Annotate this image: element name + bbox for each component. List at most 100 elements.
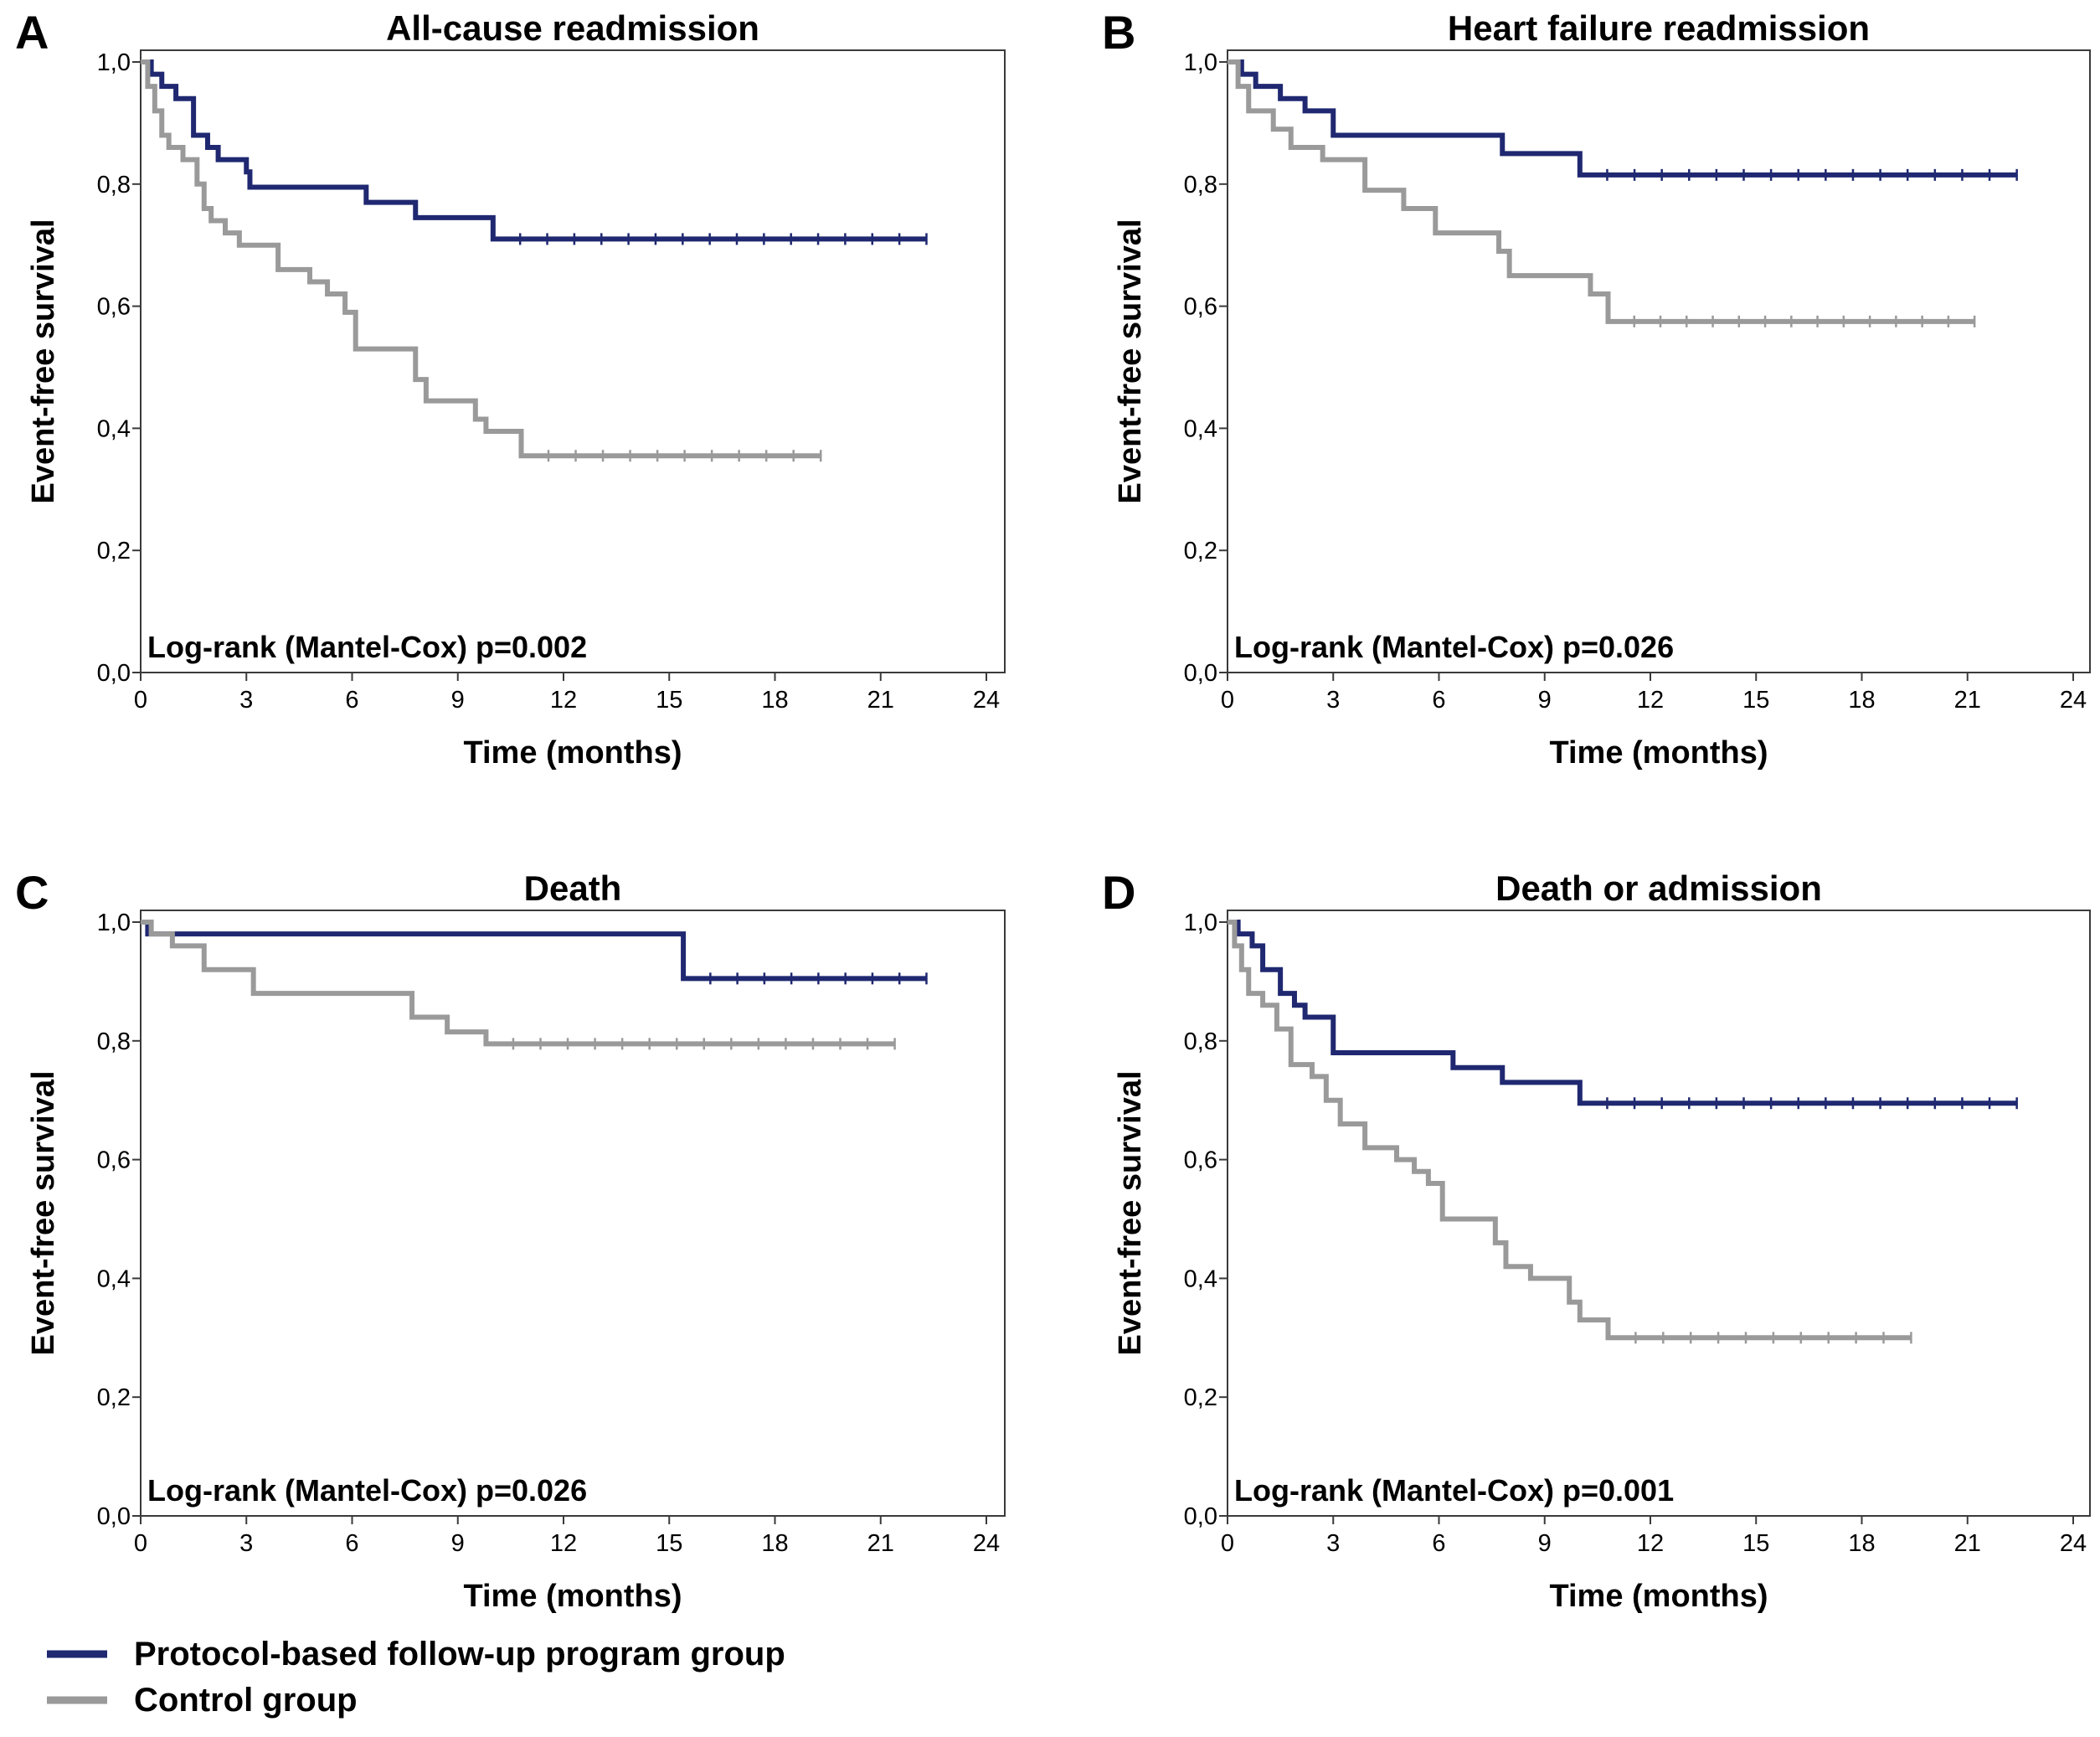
x-tick-label: 21 xyxy=(867,687,894,714)
x-tick-label: 21 xyxy=(1954,687,1981,714)
x-tick-label: 0 xyxy=(134,687,147,714)
x-tick-label: 12 xyxy=(1637,1530,1664,1557)
x-tick-label: 9 xyxy=(1538,687,1552,714)
y-tick-label: 0,6 xyxy=(1184,1147,1217,1174)
y-tick-label: 0,2 xyxy=(1184,1384,1217,1411)
y-tick-label: 0,8 xyxy=(97,172,131,198)
panel-b: B Heart failure readmission 0,0 0,2 0,4 0,6 0,… xyxy=(1102,6,2091,771)
x-tick-label: 3 xyxy=(239,687,253,714)
plot-frame xyxy=(140,49,1006,673)
x-axis-title: Time (months) xyxy=(1549,1579,1768,1614)
x-tick-label: 3 xyxy=(1326,687,1340,714)
y-tick-label: 1,0 xyxy=(97,49,131,76)
y-tick-label: 0,4 xyxy=(1184,1265,1217,1292)
y-tick-label: 0,2 xyxy=(97,538,131,564)
km-curve-protocol xyxy=(141,59,927,242)
x-tick-label: 24 xyxy=(2060,687,2087,714)
logrank-annotation: Log-rank (Mantel-Cox) p=0.001 xyxy=(1234,1473,1674,1508)
plot-frame xyxy=(1227,49,2091,673)
x-tick-label: 12 xyxy=(550,1530,577,1557)
panel-letter: D xyxy=(1102,866,1135,919)
x-tick-label: 12 xyxy=(550,687,577,714)
y-tick-label: 0,4 xyxy=(97,415,131,442)
y-tick-label: 0,2 xyxy=(1184,538,1217,564)
chart-title: Death or admission xyxy=(1495,868,1822,908)
panel-d: D Death or admission 0,0 0,2 0,4 0,6 0,8 1,0 0 3 6… xyxy=(1102,866,2091,1614)
km-curve-protocol xyxy=(1228,920,2017,1106)
panel-c: C Death 0,0 0,2 0,4 0,6 0,8 1,0 0 3 6 9 12 15 18 21 24 Ti… xyxy=(15,866,1006,1614)
y-tick-label: 1,0 xyxy=(1184,910,1217,936)
y-tick-label: 0,2 xyxy=(97,1384,131,1411)
x-tick-label: 0 xyxy=(134,1530,147,1557)
x-tick-label: 15 xyxy=(656,1530,682,1557)
km-curve-control xyxy=(141,920,895,1047)
logrank-annotation: Log-rank (Mantel-Cox) p=0.026 xyxy=(1234,630,1674,664)
y-axis-title: Event-free survival xyxy=(26,1070,61,1355)
y-axis-title: Event-free survival xyxy=(1113,219,1148,503)
x-tick-label: 15 xyxy=(1742,1530,1769,1557)
x-tick-label: 3 xyxy=(1326,1530,1340,1557)
y-tick-label: 0,8 xyxy=(1184,1028,1217,1055)
logrank-annotation: Log-rank (Mantel-Cox) p=0.026 xyxy=(147,1473,587,1508)
x-tick-label: 0 xyxy=(1221,1530,1234,1557)
x-tick-label: 9 xyxy=(451,1530,465,1557)
x-tick-label: 18 xyxy=(1848,687,1875,714)
panel-a: A All-cause readmission 0,0 0,2 0,4 0,6 0,8 1,0… xyxy=(15,6,1006,771)
legend-label-control: Control group xyxy=(134,1682,358,1719)
x-tick-label: 21 xyxy=(867,1530,894,1557)
x-tick-label: 3 xyxy=(239,1530,253,1557)
x-tick-label: 0 xyxy=(1221,687,1234,714)
y-tick-label: 0,8 xyxy=(1184,172,1217,198)
km-curve-control xyxy=(1228,920,1912,1341)
x-tick-label: 6 xyxy=(1432,687,1445,714)
x-tick-label: 18 xyxy=(1848,1530,1875,1557)
y-tick-label: 0,4 xyxy=(1184,415,1217,442)
x-axis-title: Time (months) xyxy=(463,1579,682,1614)
x-tick-label: 24 xyxy=(973,687,1000,714)
legend-label-protocol: Protocol-based follow-up program group xyxy=(134,1636,785,1673)
y-tick-label: 0,0 xyxy=(1184,660,1217,687)
plot-frame xyxy=(1227,910,2091,1517)
y-tick-label: 0,0 xyxy=(97,660,131,687)
y-tick-label: 0,8 xyxy=(97,1028,131,1055)
x-tick-label: 9 xyxy=(451,687,465,714)
x-tick-label: 6 xyxy=(345,1530,358,1557)
logrank-annotation: Log-rank (Mantel-Cox) p=0.002 xyxy=(147,630,587,664)
x-tick-label: 21 xyxy=(1954,1530,1981,1557)
y-tick-label: 0,6 xyxy=(97,294,131,321)
y-tick-label: 0,0 xyxy=(97,1503,131,1530)
x-axis-title: Time (months) xyxy=(1549,735,1768,771)
x-tick-label: 6 xyxy=(1432,1530,1445,1557)
x-tick-label: 9 xyxy=(1538,1530,1552,1557)
chart-title: Heart failure readmission xyxy=(1448,8,1870,48)
legend: Protocol-based follow-up program group Co… xyxy=(47,1636,785,1719)
x-tick-label: 12 xyxy=(1637,687,1664,714)
km-curve-protocol xyxy=(141,920,927,982)
y-tick-label: 0,4 xyxy=(97,1265,131,1292)
km-curve-protocol xyxy=(1228,59,2017,178)
plot-frame xyxy=(140,910,1006,1517)
x-tick-label: 18 xyxy=(761,687,788,714)
x-tick-label: 15 xyxy=(656,687,682,714)
panel-letter: A xyxy=(15,6,49,59)
chart-title: All-cause readmission xyxy=(386,8,759,48)
panel-letter: B xyxy=(1102,6,1135,59)
x-axis-title: Time (months) xyxy=(463,735,682,771)
y-tick-label: 0,6 xyxy=(97,1147,131,1174)
km-curve-control xyxy=(141,59,821,459)
y-axis-title: Event-free survival xyxy=(26,219,61,503)
y-tick-label: 0,0 xyxy=(1184,1503,1217,1530)
y-tick-label: 1,0 xyxy=(97,910,131,936)
km-curve-control xyxy=(1228,59,1975,324)
x-tick-label: 24 xyxy=(2060,1530,2087,1557)
x-tick-label: 18 xyxy=(761,1530,788,1557)
x-tick-label: 15 xyxy=(1742,687,1769,714)
x-tick-label: 24 xyxy=(973,1530,1000,1557)
chart-title: Death xyxy=(524,868,622,908)
x-tick-label: 6 xyxy=(345,687,358,714)
y-tick-label: 1,0 xyxy=(1184,49,1217,76)
panel-letter: C xyxy=(15,866,49,919)
y-axis-title: Event-free survival xyxy=(1113,1070,1148,1355)
y-tick-label: 0,6 xyxy=(1184,294,1217,321)
